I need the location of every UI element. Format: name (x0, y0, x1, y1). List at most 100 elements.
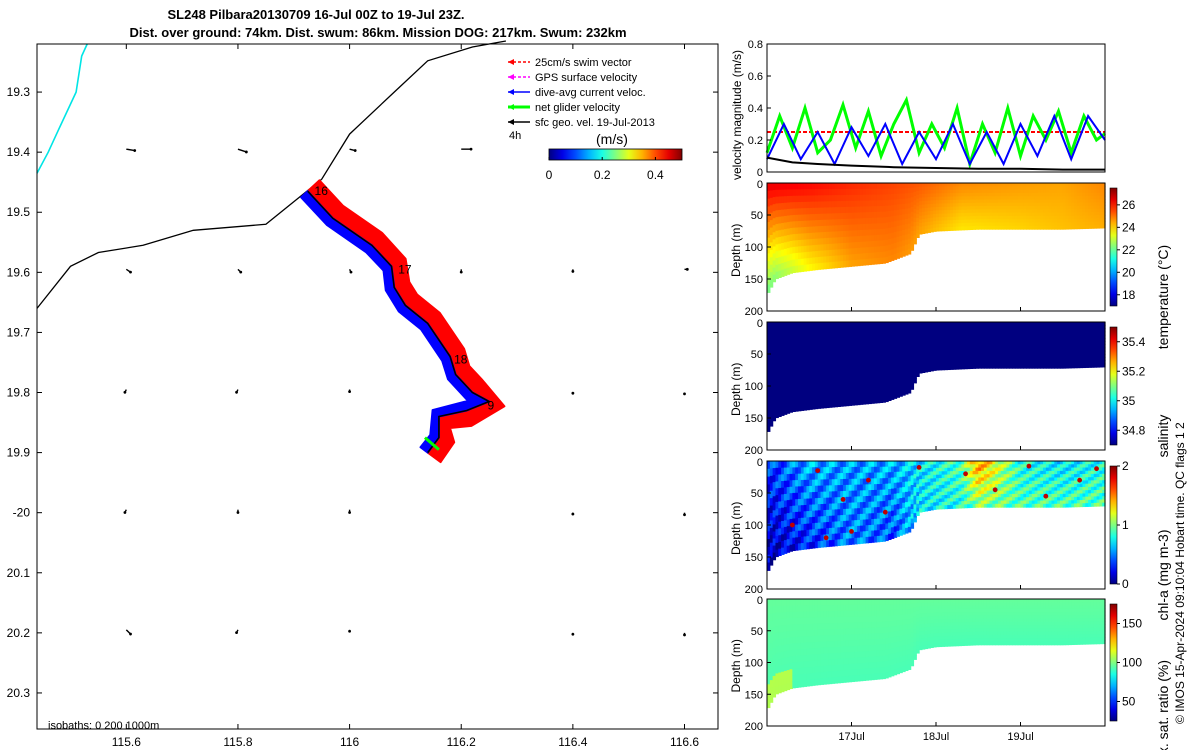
legend-extra: 4h (509, 130, 521, 142)
section-cell (775, 501, 779, 510)
section-cell (795, 467, 799, 475)
section-cell (1043, 461, 1047, 465)
section-cell (1068, 202, 1072, 207)
section-cell (1062, 215, 1067, 220)
section-cell (992, 480, 996, 485)
section-cell (1068, 325, 1072, 330)
section-cell (778, 521, 782, 530)
section-cell (803, 252, 808, 260)
section-cell (975, 361, 979, 366)
section-cell (874, 385, 878, 392)
section-cell (826, 219, 830, 227)
section-cell (936, 342, 940, 347)
section-cell (958, 362, 962, 367)
section-cell (919, 490, 923, 495)
section-cell (812, 328, 816, 336)
section-cell (862, 484, 867, 491)
section-cell (966, 467, 971, 472)
section-cell (997, 493, 1002, 498)
section-cell (775, 549, 779, 558)
section-cell (817, 541, 822, 548)
section-cell (862, 224, 867, 231)
section-cell (1006, 500, 1010, 505)
section-cell (986, 480, 991, 485)
section-cell (1031, 503, 1036, 508)
section-cell (919, 351, 923, 356)
section-cell (871, 513, 875, 520)
section-cell (1009, 500, 1013, 505)
section-cell (800, 524, 805, 532)
section-cell (874, 501, 878, 508)
section-cell (831, 485, 836, 492)
section-cell (826, 473, 830, 480)
section-cell (933, 359, 937, 364)
section-cell (950, 186, 954, 191)
section-cell (981, 358, 985, 363)
section-cell (769, 418, 774, 427)
section-cell (1014, 497, 1019, 502)
section-cell (812, 467, 816, 475)
section-cell (797, 461, 802, 468)
section-cell (882, 344, 886, 352)
section-colorbar-tick-label: 20 (1122, 265, 1136, 279)
section-cell (769, 227, 774, 236)
section-cell (879, 512, 884, 520)
section-cell (1068, 338, 1072, 343)
section-cell (955, 491, 960, 496)
section-cell (1037, 328, 1041, 333)
section-cell (1000, 464, 1005, 469)
section-cell (952, 477, 957, 482)
section-cell (958, 497, 962, 502)
section-cell (809, 207, 813, 215)
section-cell (899, 487, 903, 494)
section-cell (961, 365, 965, 370)
section-cell (888, 378, 892, 385)
section-cell (1003, 464, 1008, 469)
section-cell (1054, 225, 1058, 230)
section-cell (882, 384, 886, 392)
section-cell (879, 535, 884, 542)
section-cell (944, 216, 948, 221)
section-cell (893, 183, 898, 190)
section-cell (843, 206, 847, 214)
section-cell (775, 467, 779, 476)
velocity-series-line (765, 95, 1106, 170)
section-cell (1096, 183, 1100, 187)
section-cell (936, 363, 940, 368)
section-cell (972, 335, 977, 340)
section-cell (983, 474, 988, 479)
section-cell (933, 322, 937, 327)
section-cell (828, 183, 833, 190)
section-cell (1051, 354, 1055, 359)
section-cell (854, 357, 858, 364)
section-cell (885, 512, 889, 519)
section-cell (862, 496, 867, 503)
section-cell (947, 322, 951, 326)
section-cell (1026, 500, 1030, 505)
section-cell (806, 208, 810, 215)
map-colorbar-label: (m/s) (596, 131, 628, 147)
section-cell (938, 200, 943, 205)
section-cell (941, 505, 946, 510)
section-cell (952, 362, 957, 367)
section-cell (885, 478, 889, 485)
section-cell (921, 361, 926, 366)
section-cell (1028, 331, 1033, 336)
section-cell (899, 348, 903, 355)
section-cell (983, 464, 988, 469)
section-cell (927, 367, 931, 372)
section-cell (809, 523, 813, 531)
section-cell (1034, 183, 1038, 187)
section-cell (789, 322, 793, 330)
section-cell (1012, 503, 1016, 508)
section-cell (986, 361, 991, 366)
section-cell (1096, 322, 1100, 326)
section-cell (1017, 490, 1022, 495)
section-cell (888, 472, 892, 479)
section-cell (775, 210, 779, 218)
section-cell (865, 484, 869, 491)
section-cell (978, 325, 982, 330)
section-cell (964, 504, 968, 509)
section-cell (874, 466, 878, 474)
section-cell (868, 235, 872, 242)
